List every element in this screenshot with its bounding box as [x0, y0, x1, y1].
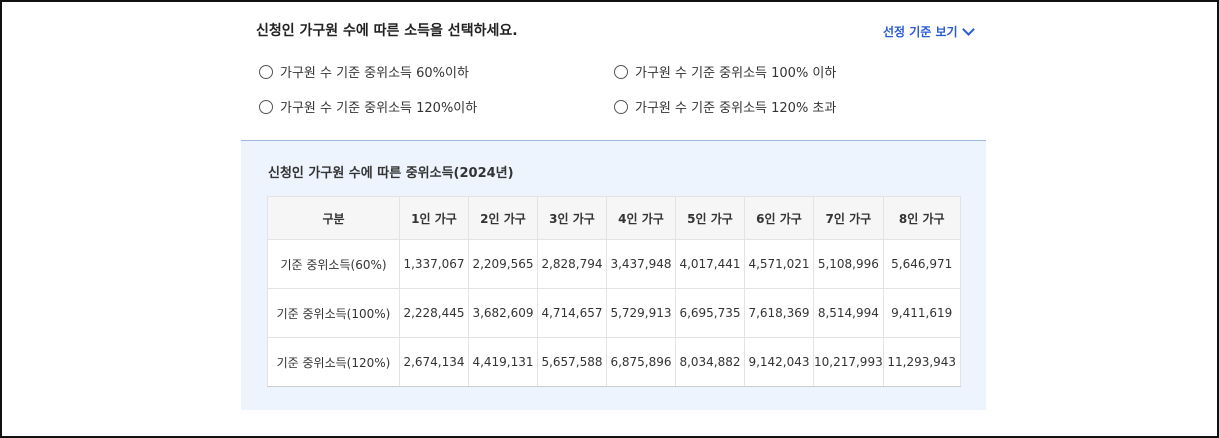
chevron-down-icon[interactable]: [961, 23, 975, 36]
table-cell: 기준 중위소득(60%): [267, 239, 400, 289]
table-cell: 9,142,043: [744, 337, 814, 387]
table-cell: 6,875,896: [606, 337, 676, 387]
option-median-120[interactable]: 가구원 수 기준 중위소득 120%이하: [259, 97, 477, 116]
radio-icon[interactable]: [614, 64, 628, 79]
table-cell: 10,217,993: [813, 337, 884, 387]
table-header: 3인 가구: [537, 196, 607, 240]
option-median-60[interactable]: 가구원 수 기준 중위소득 60%이하: [259, 62, 469, 81]
table-cell: 6,695,735: [675, 288, 745, 338]
table-cell: 8,034,882: [675, 337, 745, 387]
table-row: 기준 중위소득(120%) 2,674,134 4,419,131 5,657,…: [267, 337, 961, 387]
median-income-title: 신청인 가구원 수에 따른 중위소득(2024년): [268, 166, 514, 181]
table-row: 기준 중위소득(100%) 2,228,445 3,682,609 4,714,…: [267, 288, 961, 338]
table-cell: 4,419,131: [468, 337, 538, 387]
table-cell: 2,828,794: [537, 239, 607, 289]
option-label[interactable]: 가구원 수 기준 중위소득 120%이하: [280, 101, 478, 116]
table-cell: 5,108,996: [813, 239, 884, 289]
radio-icon[interactable]: [614, 99, 628, 114]
option-label[interactable]: 가구원 수 기준 중위소득 100% 이하: [635, 66, 837, 81]
table-header: 5인 가구: [675, 196, 745, 240]
option-median-over-120[interactable]: 가구원 수 기준 중위소득 120% 초과: [614, 97, 836, 116]
table-header: 7인 가구: [813, 196, 884, 240]
table-cell: 2,228,445: [399, 288, 469, 338]
table-cell: 5,657,588: [537, 337, 607, 387]
radio-icon[interactable]: [259, 64, 273, 79]
table-header: 2인 가구: [468, 196, 538, 240]
income-question: 신청인 가구원 수에 따른 소득을 선택하세요.: [256, 23, 518, 39]
table-row: 기준 중위소득(60%) 1,337,067 2,209,565 2,828,7…: [267, 239, 961, 289]
table-cell: 8,514,994: [813, 288, 884, 338]
table-header: 8인 가구: [882, 196, 961, 240]
table-header: 구분: [267, 196, 400, 240]
table-cell: 3,682,609: [468, 288, 538, 338]
radio-icon[interactable]: [259, 99, 273, 114]
option-label[interactable]: 가구원 수 기준 중위소득 120% 초과: [635, 101, 837, 116]
table-cell: 2,674,134: [399, 337, 469, 387]
table-header: 6인 가구: [744, 196, 814, 240]
table-header: 1인 가구: [399, 196, 469, 240]
table-cell: 3,437,948: [606, 239, 676, 289]
table-cell: 2,209,565: [468, 239, 538, 289]
option-label[interactable]: 가구원 수 기준 중위소득 60%이하: [280, 66, 469, 81]
table-cell: 5,729,913: [606, 288, 676, 338]
table-cell: 4,017,441: [675, 239, 745, 289]
table-cell: 7,618,369: [744, 288, 814, 338]
table-cell: 1,337,067: [399, 239, 469, 289]
table-cell: 기준 중위소득(120%): [267, 337, 400, 387]
table-header: 4인 가구: [606, 196, 676, 240]
option-median-100[interactable]: 가구원 수 기준 중위소득 100% 이하: [614, 62, 836, 81]
table-cell: 기준 중위소득(100%): [267, 288, 400, 338]
table-cell: 4,571,021: [744, 239, 814, 289]
table-cell: 9,411,619: [882, 288, 961, 338]
table-cell: 5,646,971: [882, 239, 961, 289]
view-criteria-label[interactable]: 선정 기준 보기: [883, 25, 958, 39]
view-criteria-toggle[interactable]: 선정 기준 보기: [883, 23, 975, 40]
table-cell: 11,293,943: [882, 337, 961, 387]
table-header-row: 구분 1인 가구 2인 가구 3인 가구 4인 가구 5인 가구 6인 가구 7…: [267, 196, 961, 240]
median-income-table: 구분 1인 가구 2인 가구 3인 가구 4인 가구 5인 가구 6인 가구 7…: [267, 196, 961, 387]
table-cell: 4,714,657: [537, 288, 607, 338]
